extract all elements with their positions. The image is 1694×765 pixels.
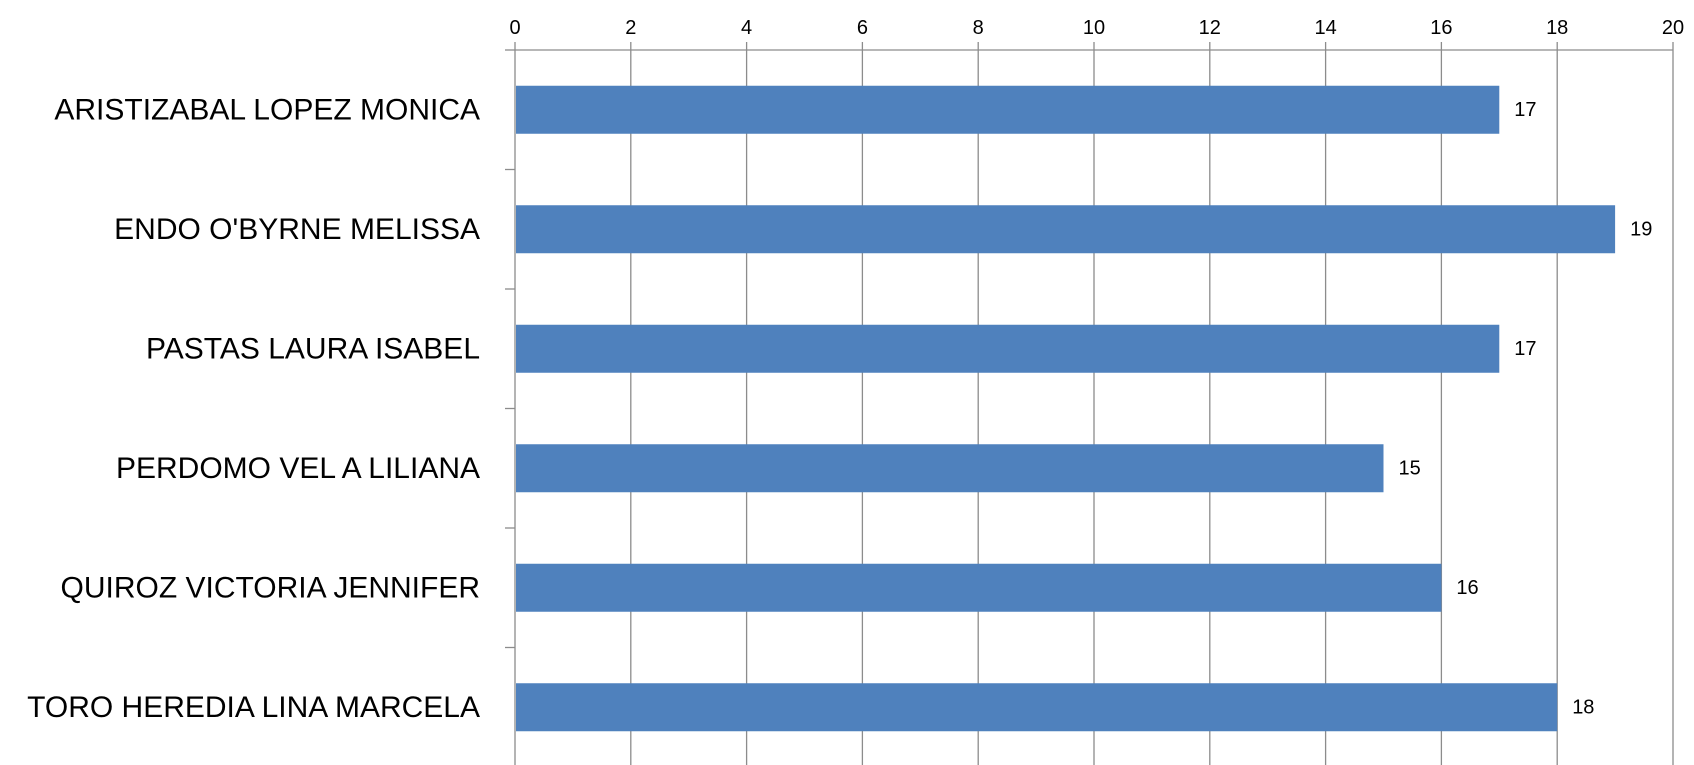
data-label: 16 — [1456, 577, 1478, 599]
gridlines — [630, 50, 1674, 765]
bar — [516, 85, 1500, 134]
data-label: 18 — [1572, 696, 1594, 718]
x-tick-label: 4 — [741, 17, 752, 39]
category-label: TORO HEREDIA LINA MARCELA — [27, 691, 480, 724]
x-tick-label: 12 — [1199, 17, 1221, 39]
data-label: 17 — [1514, 338, 1536, 360]
category-label: PERDOMO VEL A LILIANA — [116, 452, 480, 485]
x-tick-label: 10 — [1083, 17, 1105, 39]
bar — [516, 205, 1616, 254]
data-label: 19 — [1630, 218, 1652, 240]
x-tick-label: 6 — [857, 17, 868, 39]
data-label: 17 — [1514, 99, 1536, 121]
category-label: ARISTIZABAL LOPEZ MONICA — [54, 93, 480, 126]
x-tick-label: 14 — [1314, 17, 1336, 39]
x-tick-label: 16 — [1430, 17, 1452, 39]
labels: 0 2 4 6 8 10 12 14 16 18 20 ARISTIZABAL LOPEZ MONIC… — [27, 17, 1684, 724]
bar — [516, 324, 1500, 373]
category-label: QUIROZ VICTORIA JENNIFER — [61, 571, 481, 604]
x-tick-label: 2 — [625, 17, 636, 39]
bars — [516, 85, 1616, 732]
x-tick-label: 20 — [1662, 17, 1684, 39]
bar — [516, 563, 1442, 612]
category-label: PASTAS LAURA ISABEL — [146, 332, 480, 365]
bar — [516, 444, 1384, 493]
x-tick-label: 0 — [509, 17, 520, 39]
bar — [516, 683, 1558, 732]
x-tick-label: 18 — [1546, 17, 1568, 39]
category-label: ENDO O'BYRNE MELISSA — [114, 213, 480, 246]
axes — [505, 42, 1674, 765]
data-label: 15 — [1399, 457, 1421, 479]
x-tick-label: 8 — [973, 17, 984, 39]
